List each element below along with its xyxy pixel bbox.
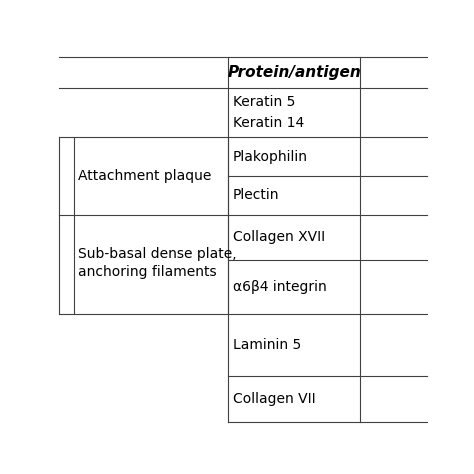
- Text: Keratin 5: Keratin 5: [233, 95, 295, 109]
- Text: Attachment plaque: Attachment plaque: [78, 169, 212, 183]
- Text: Plakophilin: Plakophilin: [233, 150, 308, 164]
- Text: Collagen XVII: Collagen XVII: [233, 230, 325, 245]
- Text: Keratin 14: Keratin 14: [233, 116, 304, 130]
- Text: Plectin: Plectin: [233, 188, 279, 202]
- Text: Laminin 5: Laminin 5: [233, 338, 301, 352]
- Text: Sub-basal dense plate,: Sub-basal dense plate,: [78, 247, 237, 261]
- Text: Collagen VII: Collagen VII: [233, 392, 315, 406]
- Text: Protein/antigen: Protein/antigen: [228, 65, 361, 80]
- Text: anchoring filaments: anchoring filaments: [78, 265, 217, 280]
- Text: α6β4 integrin: α6β4 integrin: [233, 280, 327, 294]
